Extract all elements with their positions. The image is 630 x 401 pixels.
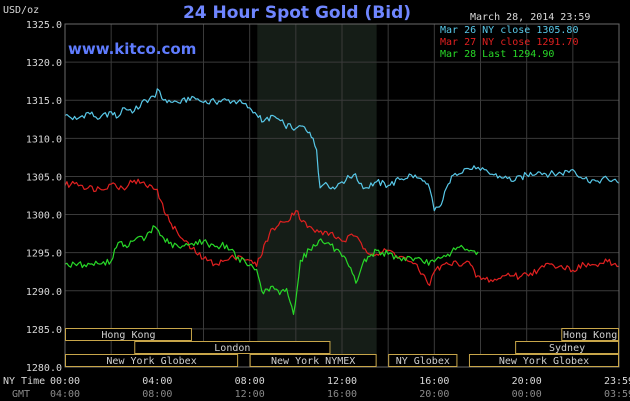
gmt-label: GMT xyxy=(12,389,30,400)
x-tick-label-gmt: 03:59 xyxy=(604,389,630,400)
session-box-frame xyxy=(249,354,377,367)
y-tick-label: 1315.0 xyxy=(26,96,62,107)
session-box: New York NYMEX xyxy=(249,354,377,367)
session-label: New York NYMEX xyxy=(271,356,355,367)
x-axis: 00:00 04:00 08:00 12:00 16:00 20:00 23:59 04:00… xyxy=(50,376,630,400)
session-box-frame xyxy=(515,341,619,354)
y-tick-label: 1290.0 xyxy=(26,287,62,298)
y-tick-label: 1295.0 xyxy=(26,249,62,260)
session-label: New York Globex xyxy=(499,356,589,367)
series-line-1 xyxy=(64,88,620,212)
session-box: Hong Kong xyxy=(65,328,192,341)
legend-mar26: Mar 26 NY close 1305.80 xyxy=(440,25,578,36)
y-tick-label: 1305.0 xyxy=(26,172,62,183)
x-tick-label-ny: 00:00 xyxy=(50,376,80,387)
session-box: London xyxy=(134,341,331,354)
x-tick-label-ny: 12:00 xyxy=(327,376,357,387)
x-tick-label-gmt: 16:00 xyxy=(327,389,357,400)
session-box-frame xyxy=(388,354,458,367)
market-sessions: Hong Kong Hong Kong London Sydney New York G… xyxy=(65,328,620,367)
nymex-session-shade xyxy=(257,24,377,367)
session-label: London xyxy=(214,343,250,354)
y-tick-label: 1285.0 xyxy=(26,325,62,336)
session-box-frame xyxy=(561,328,620,341)
x-tick-label-ny: 08:00 xyxy=(235,376,265,387)
legend-mar27: Mar 27 NY close 1291.70 xyxy=(440,37,578,48)
series-line-3 xyxy=(64,225,479,315)
session-label: Hong Kong xyxy=(101,330,155,341)
session-box: New York Globex xyxy=(468,354,620,367)
ny-time-label: NY Time xyxy=(3,376,45,387)
session-box: Hong Kong xyxy=(561,328,620,341)
y-tick-label: 1325.0 xyxy=(26,20,62,31)
x-tick-label-ny: 16:00 xyxy=(419,376,449,387)
y-tick-label: 1300.0 xyxy=(26,211,62,222)
legend: Mar 26 NY close 1305.80 Mar 27 NY close … xyxy=(440,25,578,60)
chart-title: 24 Hour Spot Gold (Bid) xyxy=(183,3,411,23)
x-tick-label-ny: 20:00 xyxy=(512,376,542,387)
session-label: New York Globex xyxy=(106,356,196,367)
x-tick-label-ny: 23:59 xyxy=(604,376,630,387)
unit-label: USD/oz xyxy=(3,5,39,16)
y-axis: 1325.0 1320.0 1315.0 1310.0 1305.0 1300.0 1295… xyxy=(26,20,62,374)
kitco-website: www.kitco.com xyxy=(68,40,196,58)
y-tick-label: 1280.0 xyxy=(26,363,62,374)
legend-mar28: Mar 28 Last 1294.90 xyxy=(440,49,554,60)
session-box-frame xyxy=(468,354,620,367)
y-tick-label: 1310.0 xyxy=(26,134,62,145)
session-box: NY Globex xyxy=(388,354,458,367)
y-tick-label: 1320.0 xyxy=(26,58,62,69)
session-box-frame xyxy=(65,328,192,341)
price-series xyxy=(64,88,620,315)
session-label: Hong Kong xyxy=(563,330,617,341)
x-tick-label-gmt: 12:00 xyxy=(235,389,265,400)
session-box-frame xyxy=(134,341,331,354)
session-label: NY Globex xyxy=(396,356,450,367)
x-tick-label-gmt: 04:00 xyxy=(50,389,80,400)
x-tick-label-gmt: 00:00 xyxy=(512,389,542,400)
session-box: Sydney xyxy=(515,341,619,354)
session-box: New York Globex xyxy=(65,354,239,367)
series-line-2 xyxy=(64,178,620,286)
x-tick-label-gmt: 08:00 xyxy=(142,389,172,400)
session-box-frame xyxy=(65,354,239,367)
x-tick-label-ny: 04:00 xyxy=(142,376,172,387)
session-label: Sydney xyxy=(549,343,585,354)
date-time: March 28, 2014 23:59 xyxy=(470,12,590,23)
x-tick-label-gmt: 20:00 xyxy=(419,389,449,400)
